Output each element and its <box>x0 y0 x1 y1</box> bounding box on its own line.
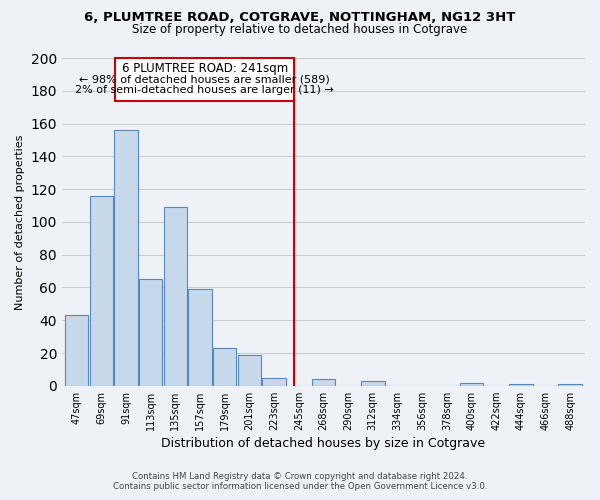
Bar <box>559 384 582 386</box>
Bar <box>213 348 236 386</box>
FancyBboxPatch shape <box>115 58 295 100</box>
Text: ← 98% of detached houses are smaller (589): ← 98% of detached houses are smaller (58… <box>79 74 330 85</box>
Bar <box>262 378 286 386</box>
Text: 6, PLUMTREE ROAD, COTGRAVE, NOTTINGHAM, NG12 3HT: 6, PLUMTREE ROAD, COTGRAVE, NOTTINGHAM, … <box>85 11 515 24</box>
Bar <box>312 380 335 386</box>
Bar <box>460 382 483 386</box>
Text: 2% of semi-detached houses are larger (11) →: 2% of semi-detached houses are larger (1… <box>75 85 334 95</box>
Text: Size of property relative to detached houses in Cotgrave: Size of property relative to detached ho… <box>133 22 467 36</box>
Text: Contains HM Land Registry data © Crown copyright and database right 2024.
Contai: Contains HM Land Registry data © Crown c… <box>113 472 487 491</box>
X-axis label: Distribution of detached houses by size in Cotgrave: Distribution of detached houses by size … <box>161 437 485 450</box>
Bar <box>89 196 113 386</box>
Bar <box>238 354 261 386</box>
Bar <box>139 280 163 386</box>
Bar <box>164 207 187 386</box>
Bar <box>65 316 88 386</box>
Y-axis label: Number of detached properties: Number of detached properties <box>15 134 25 310</box>
Text: 6 PLUMTREE ROAD: 241sqm: 6 PLUMTREE ROAD: 241sqm <box>122 62 288 75</box>
Bar <box>509 384 533 386</box>
Bar <box>115 130 138 386</box>
Bar <box>361 381 385 386</box>
Bar <box>188 289 212 386</box>
